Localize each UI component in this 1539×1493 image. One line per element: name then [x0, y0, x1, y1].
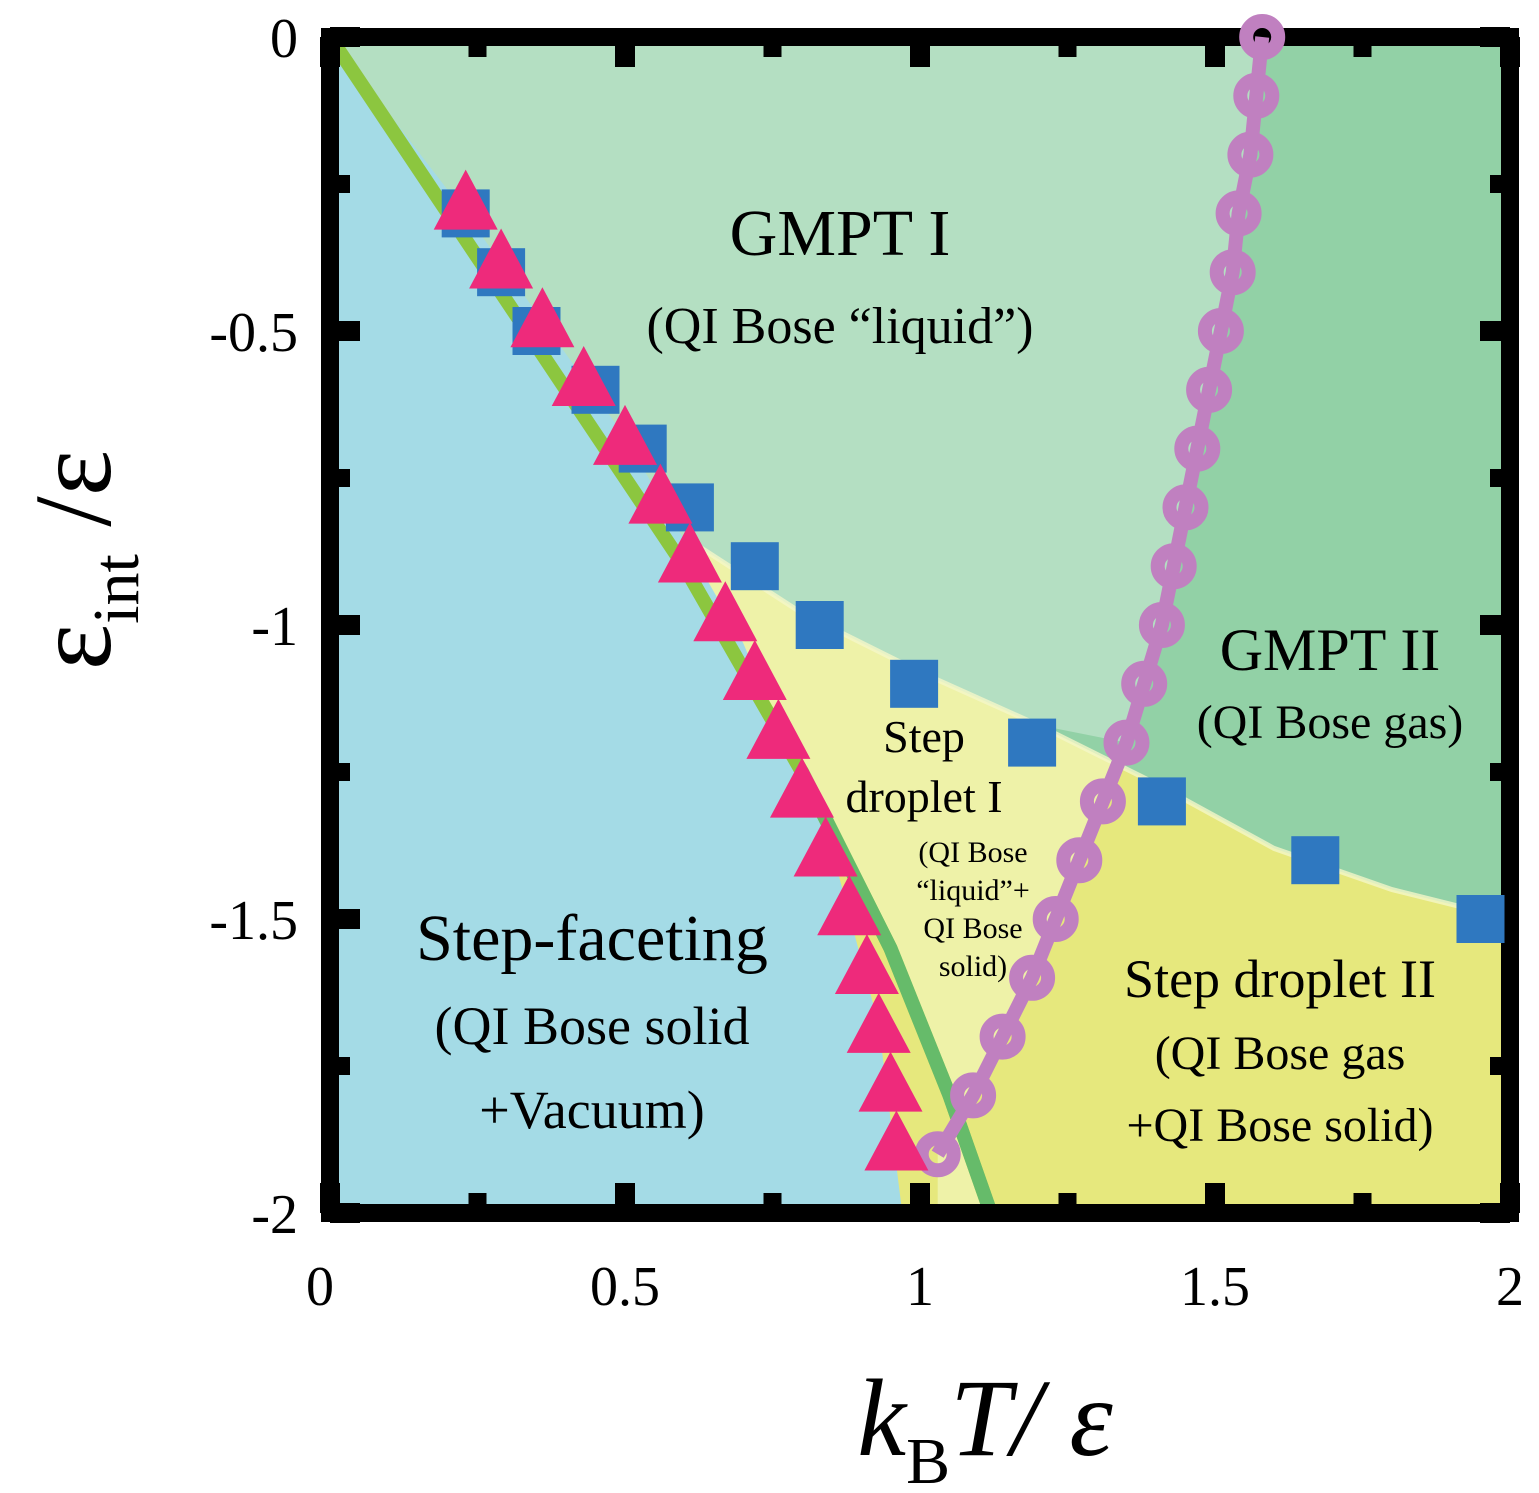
region-label-droplet2: Step droplet II (QI Bose gas +QI Bose soli… — [1124, 949, 1436, 1152]
x-tick-label: 0.5 — [590, 1256, 660, 1318]
x-axis-label-sub: B — [906, 1425, 950, 1493]
x-tick-label: 2 — [1496, 1256, 1524, 1318]
phase-regions — [330, 37, 1511, 1213]
region-label-droplet1-detail-line: QI Bose — [923, 912, 1022, 945]
x-axis-label-base: k — [857, 1357, 908, 1479]
square-marker — [795, 601, 844, 649]
region-label-gmpt1-line: GMPT I — [730, 197, 951, 270]
region-label-gmpt2: GMPT II (QI Bose gas) — [1197, 617, 1464, 749]
x-axis-label-rest: T/ ε — [950, 1357, 1113, 1479]
y-axis-label-base: ε — [12, 624, 134, 670]
square-marker — [730, 542, 779, 591]
circle-marker — [1150, 543, 1197, 590]
circle-marker — [979, 1013, 1026, 1060]
triangle-marker — [628, 463, 693, 524]
x-tick-label: 0 — [306, 1256, 334, 1318]
region-label-droplet1-line: droplet I — [845, 771, 1002, 822]
circle-marker — [1079, 778, 1126, 825]
circle-marker — [1209, 249, 1256, 296]
circle-marker — [1009, 954, 1056, 1001]
square-marker — [1456, 895, 1505, 943]
y-tick-label: -2 — [251, 1184, 298, 1246]
triangle-marker — [510, 287, 575, 348]
circle-marker — [1197, 308, 1244, 354]
square-marker — [1291, 836, 1340, 885]
y-tick-label: -1.5 — [209, 890, 298, 952]
triangle-marker — [593, 404, 657, 465]
triangle-marker — [846, 992, 911, 1053]
region-label-gmpt2-line: GMPT II — [1220, 617, 1441, 683]
region-label-faceting-line: (QI Bose solid — [435, 996, 750, 1056]
axes-labels: 0 0.5 1 1.5 2 0 -0.5 -1 -1.5 -2 kBT/ ε εint /ε — [12, 8, 1524, 1493]
circle-marker — [1032, 896, 1079, 942]
circle-marker — [1186, 366, 1233, 413]
y-tick-label: 0 — [270, 8, 298, 70]
region-label-droplet1: Step droplet I — [845, 711, 1002, 822]
region-labels: GMPT I (QI Bose “liquid”) GMPT II (QI Bose … — [416, 197, 1463, 1152]
region-label-droplet2-line: Step droplet II — [1124, 949, 1436, 1009]
triangle-marker — [469, 228, 534, 289]
region-label-droplet1-detail: (QI Bose “liquid”+ QI Bose solid) — [916, 836, 1030, 983]
y-axis-label: εint /ε — [12, 450, 153, 670]
circle-marker — [1162, 484, 1209, 531]
square-marker — [890, 659, 939, 708]
region-label-gmpt2-line: (QI Bose gas) — [1197, 696, 1464, 749]
square-marker — [1008, 718, 1057, 767]
x-tick-label: 1.5 — [1180, 1256, 1250, 1318]
circle-marker — [1239, 14, 1286, 60]
data-markers — [433, 14, 1505, 1178]
triangle-marker — [834, 934, 899, 995]
region-gmpt1 — [330, 37, 1263, 743]
triangle-marker — [657, 522, 722, 583]
region-label-faceting: Step-faceting (QI Bose solid +Vacuum) — [416, 902, 768, 1140]
y-tick-label: -1 — [251, 596, 298, 658]
circle-marker — [950, 1072, 997, 1119]
circle-marker — [1215, 190, 1262, 237]
triangle-marker — [770, 757, 834, 818]
y-axis-label-sub: int — [80, 554, 153, 624]
x-tick-label: 1 — [906, 1256, 934, 1318]
region-label-droplet2-line: +QI Bose solid) — [1126, 1099, 1433, 1152]
region-label-faceting-line: +Vacuum) — [479, 1080, 704, 1140]
region-label-droplet1-detail-line: (QI Bose — [918, 836, 1027, 869]
region-label-gmpt1: GMPT I (QI Bose “liquid”) — [646, 197, 1033, 355]
region-label-droplet1-line: Step — [883, 711, 965, 762]
region-label-droplet1-detail-line: “liquid”+ — [916, 874, 1030, 907]
region-label-gmpt1-line: (QI Bose “liquid”) — [646, 298, 1033, 355]
circle-marker — [914, 1131, 961, 1178]
triangle-marker — [864, 1110, 929, 1171]
triangle-marker — [793, 816, 858, 877]
circle-marker — [1138, 602, 1185, 648]
circle-marker — [1103, 719, 1150, 766]
triangle-marker — [693, 581, 758, 642]
region-label-droplet2-line: (QI Bose gas — [1155, 1027, 1406, 1080]
region-step-faceting — [330, 37, 903, 1213]
region-label-faceting-line: Step-faceting — [416, 902, 768, 975]
triangle-marker — [817, 875, 882, 936]
x-axis-label: kBT/ ε — [857, 1357, 1113, 1493]
triangle-marker — [433, 169, 498, 230]
region-label-droplet1-detail-line: solid) — [939, 950, 1007, 983]
triangle-marker — [746, 698, 811, 759]
square-marker — [1137, 777, 1186, 826]
circle-marker — [1056, 837, 1103, 884]
triangle-marker — [551, 346, 616, 407]
circle-marker — [1121, 660, 1168, 707]
circle-marker — [1233, 72, 1280, 119]
circle-marker — [1174, 425, 1221, 472]
y-tick-label: -0.5 — [209, 302, 298, 364]
triangle-marker — [722, 640, 787, 701]
triangle-marker — [858, 1051, 923, 1112]
y-axis-label-rest: /ε — [12, 450, 134, 554]
circle-marker — [1227, 131, 1274, 178]
